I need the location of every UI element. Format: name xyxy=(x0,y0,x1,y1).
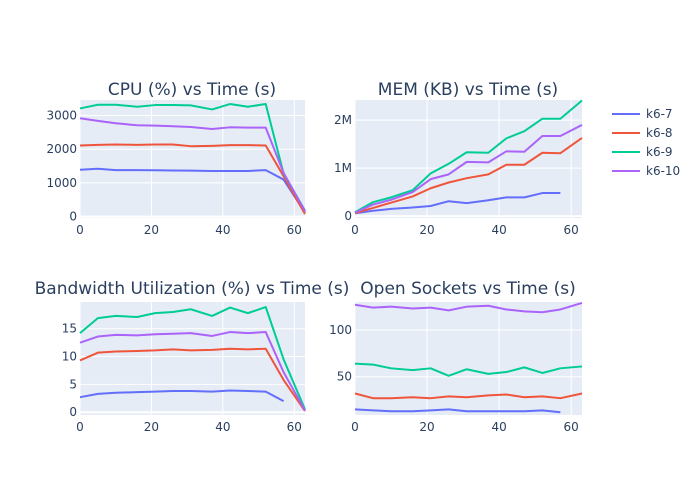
legend-label-k6-9: k6-9 xyxy=(646,145,673,159)
subplot-title-bandwidth: Bandwidth Utilization (%) vs Time (s) xyxy=(35,279,350,299)
x-tick-label: 20 xyxy=(419,420,434,434)
x-tick-label: 0 xyxy=(76,223,84,237)
legend-label-k6-8: k6-8 xyxy=(646,126,673,140)
y-tick-label: 50 xyxy=(337,370,352,384)
x-tick-label: 20 xyxy=(419,223,434,237)
y-tick-label: 10 xyxy=(62,350,77,364)
x-tick-label: 40 xyxy=(215,420,230,434)
subplot-cpu: 0 20 40 60 0 1000 2000 3000 CPU (%) vs Time (s) xyxy=(46,80,305,237)
legend-label-k6-10: k6-10 xyxy=(646,164,680,178)
y-tick-label: 100 xyxy=(329,323,352,337)
y-tick-label: 0 xyxy=(344,209,352,223)
y-tick-label: 2000 xyxy=(46,142,77,156)
subplot-mem: 0 20 40 60 0 1M 2M MEM (KB) vs Time (s) xyxy=(334,80,582,237)
subplot-title-sockets: Open Sockets vs Time (s) xyxy=(360,279,575,299)
x-tick-label: 40 xyxy=(215,223,230,237)
plot-area xyxy=(80,100,305,218)
subplot-bandwidth: 0 20 40 60 0 5 10 15 Bandwidth Utilization (%) v… xyxy=(35,279,350,434)
y-tick-label: 0 xyxy=(69,405,77,419)
x-tick-label: 0 xyxy=(351,223,359,237)
x-tick-label: 20 xyxy=(144,223,159,237)
x-tick-label: 20 xyxy=(144,420,159,434)
legend-label-k6-7: k6-7 xyxy=(646,107,673,121)
x-tick-label: 0 xyxy=(351,420,359,434)
y-tick-label: 3000 xyxy=(46,109,77,123)
x-tick-label: 60 xyxy=(564,223,579,237)
y-tick-label: 1M xyxy=(334,161,352,175)
y-tick-label: 5 xyxy=(69,377,77,391)
y-tick-label: 0 xyxy=(69,210,77,224)
subplot-sockets: 0 20 40 60 50 100 Open Sockets vs Time (s) xyxy=(329,279,582,434)
y-tick-label: 2M xyxy=(334,113,352,127)
y-tick-label: 1000 xyxy=(46,176,77,190)
x-tick-label: 60 xyxy=(287,420,302,434)
subplot-title-mem: MEM (KB) vs Time (s) xyxy=(378,80,558,100)
subplot-title-cpu: CPU (%) vs Time (s) xyxy=(108,80,276,100)
x-tick-label: 60 xyxy=(564,420,579,434)
x-tick-label: 60 xyxy=(287,223,302,237)
x-tick-label: 0 xyxy=(76,420,84,434)
x-tick-label: 40 xyxy=(491,223,506,237)
y-tick-label: 15 xyxy=(62,322,77,336)
x-tick-label: 40 xyxy=(491,420,506,434)
